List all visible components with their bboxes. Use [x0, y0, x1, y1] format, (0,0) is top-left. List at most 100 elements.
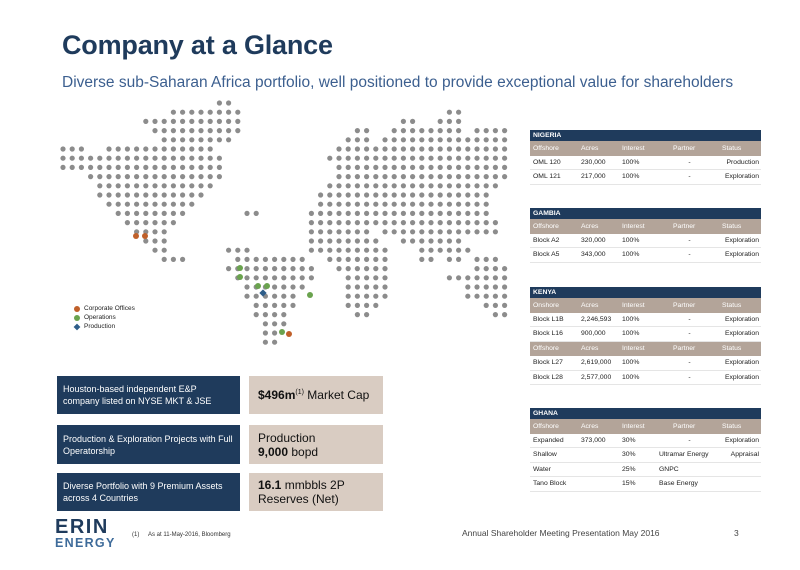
map-dot — [143, 238, 149, 244]
map-dot — [318, 201, 324, 207]
map-dot — [290, 266, 296, 272]
map-dot — [189, 128, 195, 134]
map-dot — [419, 183, 425, 189]
map-dot — [483, 137, 489, 143]
highlight-text: Production & Exploration Projects with F… — [63, 433, 233, 456]
map-dot — [364, 238, 370, 244]
map-dot — [336, 229, 342, 235]
map-dot — [124, 183, 130, 189]
map-dot — [262, 330, 268, 336]
operations-marker — [237, 274, 243, 280]
map-dot — [161, 229, 167, 235]
map-dot — [465, 155, 471, 161]
map-dot — [364, 229, 370, 235]
map-dot — [272, 321, 278, 327]
col-header: Acres — [581, 345, 599, 353]
map-dot — [483, 128, 489, 134]
cell: Block L27 — [533, 359, 563, 367]
map-dot — [281, 256, 287, 262]
map-dot — [373, 146, 379, 152]
map-dot — [410, 238, 416, 244]
map-dot — [134, 155, 140, 161]
map-dot — [483, 229, 489, 235]
map-dot — [419, 146, 425, 152]
map-dot — [336, 210, 342, 216]
map-dot — [115, 174, 121, 180]
map-dot — [483, 302, 489, 308]
map-dot — [437, 229, 443, 235]
corporate-offices-marker-icon — [74, 305, 80, 312]
map-dot — [400, 164, 406, 170]
map-dot — [69, 155, 75, 161]
map-dot — [483, 192, 489, 198]
map-dot — [419, 229, 425, 235]
map-dot — [382, 174, 388, 180]
map-dot — [115, 155, 121, 161]
map-dot — [483, 164, 489, 170]
map-dot — [382, 247, 388, 253]
map-dot — [446, 109, 452, 115]
map-dot — [170, 155, 176, 161]
corporate-office-marker — [142, 233, 148, 239]
map-dot — [354, 128, 360, 134]
map-dot — [373, 247, 379, 253]
map-dot — [456, 183, 462, 189]
map-dot — [465, 137, 471, 143]
map-dot — [446, 164, 452, 170]
map-dot — [180, 201, 186, 207]
map-dot — [410, 128, 416, 134]
table-gambia: GAMBIA Offshore Acres Interest Partner S… — [530, 208, 761, 263]
map-dot — [492, 137, 498, 143]
map-dot — [391, 164, 397, 170]
map-dot — [465, 174, 471, 180]
map-dot — [428, 201, 434, 207]
map-dot — [456, 164, 462, 170]
cell: 100% — [622, 315, 640, 323]
map-dot — [483, 256, 489, 262]
map-dot — [327, 229, 333, 235]
presentation-title: Annual Shareholder Meeting Presentation … — [462, 528, 660, 538]
map-dot — [152, 146, 158, 152]
map-dot — [446, 238, 452, 244]
map-dot — [308, 210, 314, 216]
map-dot — [106, 146, 112, 152]
col-header: Interest — [622, 144, 645, 152]
map-dot — [483, 183, 489, 189]
col-header: Partner — [673, 345, 696, 353]
map-dot — [373, 256, 379, 262]
map-dot — [318, 210, 324, 216]
value-bold: 9,000 — [258, 444, 289, 459]
highlight-value-line2: 9,000 bopd — [258, 445, 374, 459]
map-dot — [262, 321, 268, 327]
map-dot — [327, 220, 333, 226]
map-dot — [410, 201, 416, 207]
map-dot — [391, 201, 397, 207]
map-dot — [152, 164, 158, 170]
map-dot — [456, 146, 462, 152]
map-dot — [207, 128, 213, 134]
map-dot — [492, 155, 498, 161]
map-dot — [465, 164, 471, 170]
map-dot — [364, 128, 370, 134]
map-dot — [492, 220, 498, 226]
col-header: Status — [722, 345, 742, 353]
map-dot — [428, 174, 434, 180]
map-dot — [198, 146, 204, 152]
map-dot — [216, 128, 222, 134]
map-dot — [446, 118, 452, 124]
col-header: Interest — [622, 301, 645, 309]
map-dot — [345, 256, 351, 262]
map-dot — [115, 210, 121, 216]
map-dot — [97, 192, 103, 198]
map-dot — [492, 174, 498, 180]
highlight-reserves: 16.1 mmbbls 2P Reserves (Net) — [249, 473, 383, 511]
map-dot — [69, 164, 75, 170]
map-dot — [272, 284, 278, 290]
cell: - — [688, 436, 691, 444]
map-dot — [161, 210, 167, 216]
map-dot — [400, 201, 406, 207]
map-dot — [465, 275, 471, 281]
map-dot — [354, 312, 360, 318]
map-dot — [124, 201, 130, 207]
map-dot — [115, 201, 121, 207]
